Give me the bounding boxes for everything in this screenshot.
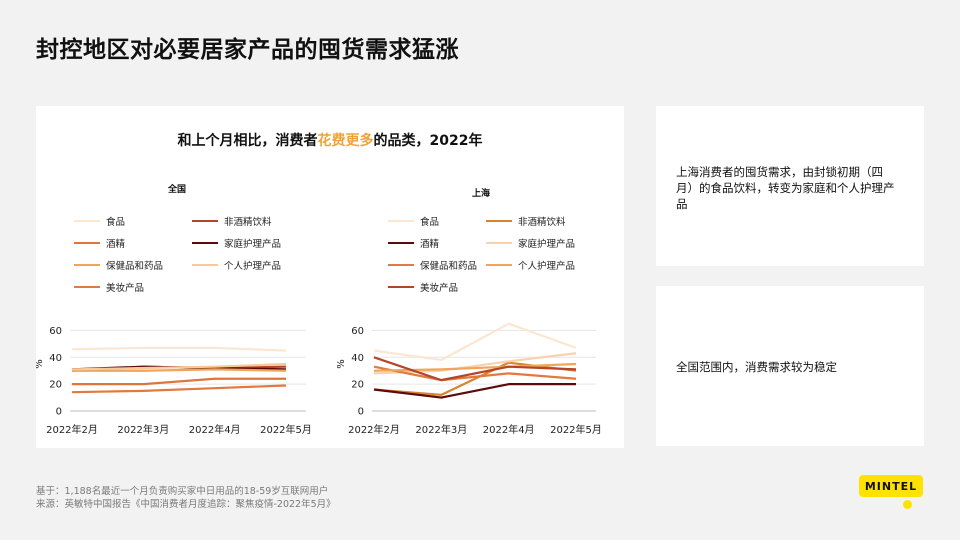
legend-swatch: [486, 263, 512, 267]
legend-label: 酒精: [420, 239, 440, 250]
y-tick-label: 0: [56, 407, 62, 418]
legend-item: 美妆产品: [74, 280, 144, 294]
legend-swatch: [486, 241, 512, 245]
chart-title-prefix: 和上个月相比，消费者: [177, 133, 318, 149]
legend-swatch: [74, 285, 100, 289]
chart-title-suffix: 的品类，2022年: [373, 133, 483, 149]
footnote-source: 来源：英敏特中国报告《中国消费者月度追踪：聚焦疫情-2022年5月》: [36, 499, 336, 510]
y-tick-label: 60: [351, 326, 364, 337]
y-tick-label: 20: [351, 380, 364, 391]
legend-swatch: [388, 219, 414, 223]
legend-item: 食品: [74, 214, 125, 228]
insight-box-shanghai: 上海消费者的囤货需求，由封锁初期（四月）的食品饮料，转变为家庭和个人护理产品: [656, 106, 924, 266]
legend-item: 酒精: [388, 236, 439, 250]
x-tick-label: 2022年5月: [550, 423, 602, 436]
legend-label: 食品: [106, 217, 126, 228]
series-line-national-4: [72, 368, 287, 372]
legend-item: 食品: [388, 214, 439, 228]
series-line-national-6: [71, 384, 287, 394]
legend-swatch: [388, 263, 414, 267]
series-line-shanghai-3: [373, 352, 577, 375]
series-line-shanghai-5: [373, 362, 577, 372]
y-tick-label: 0: [358, 407, 364, 418]
legend-label: 家庭护理产品: [518, 239, 576, 250]
legend-label: 非酒精饮料: [518, 217, 566, 228]
y-tick-label: 40: [49, 353, 62, 364]
footnote: 基于：1,188名最近一个月负责购买家中日用品的18-59岁互联网用户 来源：英…: [36, 485, 336, 511]
legend-swatch: [388, 285, 414, 289]
legend-swatch: [74, 219, 100, 223]
series-line-shanghai-1: [373, 361, 577, 396]
legend-item: 酒精: [74, 236, 125, 250]
legend-swatch: [486, 219, 512, 223]
y-axis-label: %: [336, 359, 347, 369]
legend-item: 个人护理产品: [486, 258, 575, 272]
x-tick-label: 2022年2月: [46, 423, 98, 436]
series-line-shanghai-4: [373, 365, 577, 382]
x-tick-label: 2022年2月: [348, 423, 400, 436]
page-title: 封控地区对必要居家产品的囤货需求猛涨: [36, 37, 459, 63]
legend-item: 保健品和药品: [74, 258, 163, 272]
legend-item: 非酒精饮料: [486, 214, 566, 228]
chart-national-title: 全国: [168, 185, 187, 195]
legend-item: 家庭护理产品: [192, 236, 281, 250]
series-line-national-2: [72, 377, 286, 386]
series-line-national-0: [71, 346, 287, 352]
series-line-shanghai-0: [373, 322, 577, 362]
legend-label: 保健品和药品: [106, 261, 164, 272]
logo-dot: [903, 500, 912, 509]
y-axis-label: %: [36, 359, 45, 369]
series-line-national-5: [71, 362, 287, 371]
insight-text-shanghai: 上海消费者的囤货需求，由封锁初期（四月）的食品饮料，转变为家庭和个人护理产品: [676, 165, 895, 211]
legend-label: 个人护理产品: [518, 261, 576, 272]
series-line-shanghai-2: [373, 383, 576, 399]
x-tick-label: 2022年4月: [189, 423, 241, 436]
legend-label: 美妆产品: [420, 283, 459, 294]
legend-swatch: [74, 263, 100, 267]
legend-label: 美妆产品: [106, 283, 145, 294]
x-tick-label: 2022年3月: [415, 423, 467, 436]
legend-swatch: [192, 219, 218, 223]
x-tick-label: 2022年3月: [117, 423, 169, 436]
y-tick-label: 60: [49, 326, 62, 337]
legend-label: 食品: [420, 217, 440, 228]
legend-swatch: [192, 241, 218, 245]
legend-swatch: [74, 241, 100, 245]
legend-label: 酒精: [106, 239, 126, 250]
footnote-base: 基于：1,188名最近一个月负责购买家中日用品的18-59岁互联网用户: [36, 486, 329, 497]
x-tick-label: 2022年5月: [260, 423, 312, 436]
legend-item: 家庭护理产品: [486, 236, 575, 250]
legend-label: 非酒精饮料: [224, 217, 272, 228]
legend-label: 个人护理产品: [224, 261, 282, 272]
chart-panel: 和上个月相比，消费者花费更多的品类，2022年 全国 上海 食品 非酒精饮料酒精 家…: [36, 106, 624, 448]
y-tick-label: 20: [49, 380, 62, 391]
insight-box-national: 全国范围内，消费需求较为稳定: [656, 286, 924, 446]
chart-shanghai-title: 上海: [472, 189, 491, 199]
mintel-logo: MINTEL: [859, 475, 923, 497]
legend-label: 保健品和药品: [420, 261, 478, 272]
series-line-shanghai-6: [373, 356, 577, 382]
legend-item: 美妆产品: [388, 280, 458, 294]
legend-item: 非酒精饮料: [192, 214, 272, 228]
x-tick-label: 2022年4月: [483, 423, 535, 436]
legend-swatch: [192, 263, 218, 267]
insight-text-national: 全国范围内，消费需求较为稳定: [676, 360, 837, 374]
legend-item: 个人护理产品: [192, 258, 281, 272]
chart-title: 和上个月相比，消费者花费更多的品类，2022年: [36, 130, 624, 150]
y-tick-label: 40: [351, 353, 364, 364]
line-charts: 0 20 40 60% 2022年2月 2022年3月 2022年4月 2022年5月 0 20 4…: [36, 322, 602, 436]
legend-label: 家庭护理产品: [224, 239, 282, 250]
legend-swatch: [388, 241, 414, 245]
chart-title-highlight: 花费更多: [317, 133, 374, 149]
legend-item: 保健品和药品: [388, 258, 477, 272]
